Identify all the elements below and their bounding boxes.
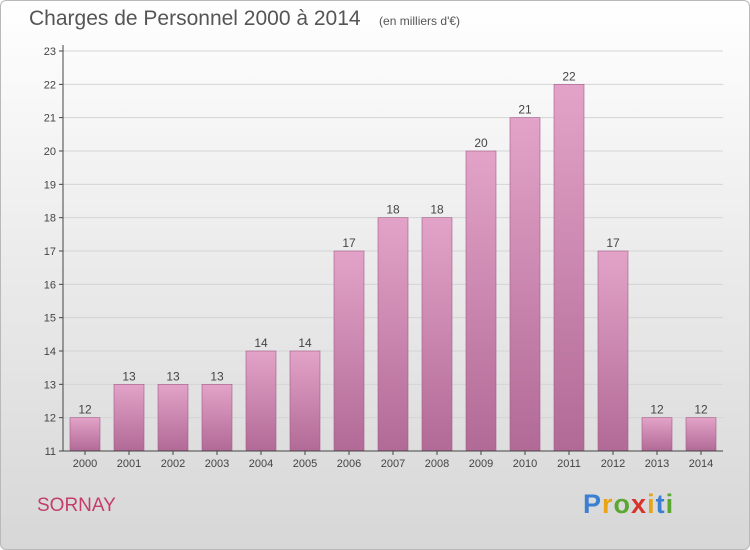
data-label: 18 bbox=[430, 203, 444, 217]
x-tick-label: 2003 bbox=[205, 458, 229, 470]
x-tick-label: 2004 bbox=[249, 458, 273, 470]
bar bbox=[509, 117, 541, 452]
data-label: 17 bbox=[342, 236, 356, 250]
x-tick-label: 2009 bbox=[469, 458, 493, 470]
y-tick-label: 22 bbox=[44, 79, 56, 91]
y-tick-label: 17 bbox=[44, 246, 56, 258]
bar bbox=[245, 350, 277, 452]
chart-subtitle: (en milliers d'€) bbox=[379, 14, 461, 28]
data-label: 17 bbox=[606, 236, 620, 250]
bar bbox=[377, 217, 409, 452]
x-tick-label: 2012 bbox=[601, 458, 625, 470]
data-label: 18 bbox=[386, 203, 400, 217]
brand-logo: Proxiti bbox=[583, 489, 674, 520]
y-tick-label: 14 bbox=[44, 346, 56, 358]
data-label: 13 bbox=[122, 369, 136, 383]
brand-letter: o bbox=[613, 489, 632, 519]
bar bbox=[597, 250, 629, 452]
x-tick-label: 2000 bbox=[73, 458, 97, 470]
bar bbox=[201, 384, 233, 452]
y-tick-label: 21 bbox=[44, 113, 56, 125]
brand-letter: t bbox=[655, 489, 666, 519]
data-label: 20 bbox=[474, 136, 488, 150]
brand-letter: i bbox=[647, 489, 656, 519]
brand-letter: r bbox=[602, 489, 614, 519]
bar bbox=[553, 84, 585, 452]
data-label: 14 bbox=[254, 336, 268, 350]
brand-letter: P bbox=[583, 489, 603, 519]
bar bbox=[333, 250, 365, 452]
bar bbox=[69, 417, 101, 452]
data-label: 13 bbox=[166, 369, 180, 383]
data-label: 14 bbox=[298, 336, 312, 350]
bar bbox=[641, 417, 673, 452]
x-tick-label: 2001 bbox=[117, 458, 141, 470]
y-tick-label: 15 bbox=[44, 313, 56, 325]
x-tick-label: 2005 bbox=[293, 458, 317, 470]
y-tick-label: 16 bbox=[44, 279, 56, 291]
y-tick-label: 20 bbox=[44, 146, 56, 158]
bar bbox=[113, 384, 145, 452]
bar bbox=[465, 150, 497, 452]
data-label: 12 bbox=[78, 403, 92, 417]
y-tick-label: 13 bbox=[44, 379, 56, 391]
x-tick-label: 2007 bbox=[381, 458, 405, 470]
x-tick-label: 2013 bbox=[645, 458, 669, 470]
y-tick-label: 19 bbox=[44, 179, 56, 191]
x-tick-label: 2011 bbox=[557, 458, 581, 470]
data-label: 12 bbox=[650, 403, 664, 417]
x-tick-label: 2014 bbox=[689, 458, 713, 470]
data-label: 21 bbox=[518, 103, 532, 117]
y-tick-label: 12 bbox=[44, 413, 56, 425]
x-tick-label: 2008 bbox=[425, 458, 449, 470]
chart-title: Charges de Personnel 2000 à 2014 bbox=[29, 7, 361, 30]
bar bbox=[421, 217, 453, 452]
brand-letter: x bbox=[631, 489, 648, 519]
bar bbox=[289, 350, 321, 452]
data-label: 12 bbox=[694, 403, 708, 417]
location-name: SORNAY bbox=[37, 495, 116, 516]
data-label: 13 bbox=[210, 369, 224, 383]
brand-letter: i bbox=[665, 489, 675, 519]
y-tick-label: 11 bbox=[45, 446, 56, 458]
bar bbox=[157, 384, 189, 452]
y-tick-label: 23 bbox=[44, 46, 56, 58]
x-tick-label: 2006 bbox=[337, 458, 361, 470]
y-tick-label: 18 bbox=[44, 213, 56, 225]
x-tick-label: 2002 bbox=[161, 458, 185, 470]
title-row: Charges de Personnel 2000 à 2014 (en mil… bbox=[29, 7, 460, 31]
bar bbox=[685, 417, 717, 452]
data-label: 22 bbox=[562, 69, 576, 83]
x-tick-label: 2010 bbox=[513, 458, 537, 470]
